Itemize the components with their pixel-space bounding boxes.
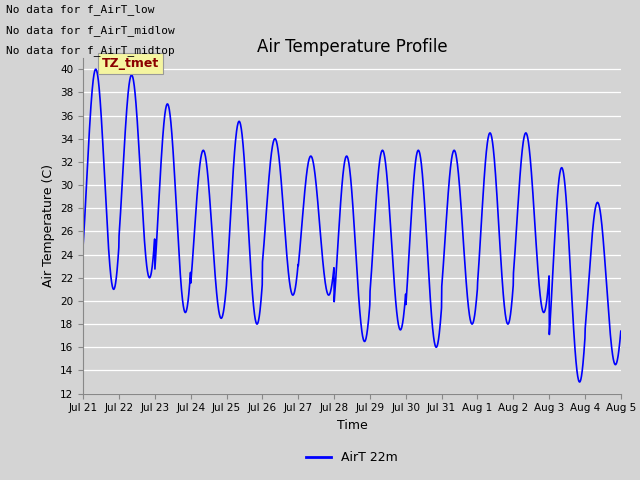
Text: No data for f_AirT_midlow: No data for f_AirT_midlow: [6, 24, 175, 36]
Legend: AirT 22m: AirT 22m: [301, 446, 403, 469]
Title: Air Temperature Profile: Air Temperature Profile: [257, 38, 447, 56]
Text: No data for f_AirT_midtop: No data for f_AirT_midtop: [6, 45, 175, 56]
Y-axis label: Air Temperature (C): Air Temperature (C): [42, 164, 54, 287]
X-axis label: Time: Time: [337, 419, 367, 432]
Text: TZ_tmet: TZ_tmet: [102, 57, 159, 70]
Text: No data for f_AirT_low: No data for f_AirT_low: [6, 4, 155, 15]
